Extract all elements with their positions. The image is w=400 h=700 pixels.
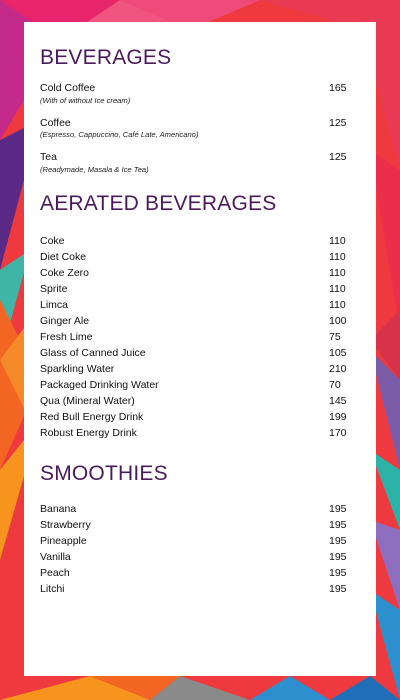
menu-item-name: Sparkling Water bbox=[40, 363, 115, 375]
menu-item-row: Qua (Mineral Water) 145 bbox=[24, 395, 376, 411]
menu-item-name: Glass of Canned Juice bbox=[40, 347, 146, 359]
menu-item-name: Coke Zero bbox=[40, 267, 90, 279]
menu-item-row: Limca 110 bbox=[24, 299, 376, 315]
menu-item-row: Banana 195 bbox=[24, 503, 376, 519]
menu-item-row: Sparkling Water 210 bbox=[24, 363, 376, 379]
menu-item-price: 210 bbox=[329, 363, 347, 375]
menu-item-name: Diet Coke bbox=[40, 251, 87, 263]
menu-item-name: Red Bull Energy Drink bbox=[40, 411, 144, 423]
menu-item-row: Fresh Lime 75 bbox=[24, 331, 376, 347]
menu-item-name: Vanilla bbox=[40, 551, 71, 563]
menu-item-price: 125 bbox=[329, 151, 347, 163]
menu-item-price: 110 bbox=[329, 283, 346, 295]
section-title-beverages: BEVERAGES bbox=[40, 46, 172, 69]
menu-item-name: Fresh Lime bbox=[40, 331, 93, 343]
menu-item-price: 70 bbox=[329, 379, 341, 391]
menu-item-name: Packaged Drinking Water bbox=[40, 379, 159, 391]
menu-item-name: Limca bbox=[40, 299, 69, 311]
menu-item-name: Coke bbox=[40, 235, 65, 247]
menu-item-row: Litchi 195 bbox=[24, 583, 376, 599]
menu-item-price: 195 bbox=[329, 535, 347, 547]
menu-item-name: Peach bbox=[40, 567, 70, 579]
menu-item-row: Coke 110 bbox=[24, 235, 376, 251]
menu-item-price: 145 bbox=[329, 395, 347, 407]
section-title-aerated-beverages: AERATED BEVERAGES bbox=[40, 192, 277, 215]
menu-item-price: 110 bbox=[329, 299, 346, 311]
menu-item-row: Coke Zero 110 bbox=[24, 267, 376, 283]
menu-item-row: Robust Energy Drink 170 bbox=[24, 427, 376, 443]
menu-item-price: 199 bbox=[329, 411, 347, 423]
menu-item-price: 105 bbox=[329, 347, 347, 359]
menu-item-row: Glass of Canned Juice 105 bbox=[24, 347, 376, 363]
menu-item-name: Qua (Mineral Water) bbox=[40, 395, 135, 407]
menu-item-row: Vanilla 195 bbox=[24, 551, 376, 567]
menu-item-price: 75 bbox=[329, 331, 341, 343]
menu-item-description: (With of without Ice cream) bbox=[40, 96, 131, 105]
menu-item-price: 100 bbox=[329, 315, 347, 327]
menu-item-price: 195 bbox=[329, 551, 347, 563]
menu-item-price: 165 bbox=[329, 82, 347, 94]
menu-item-row: Packaged Drinking Water 70 bbox=[24, 379, 376, 395]
menu-item-price: 110 bbox=[329, 267, 346, 279]
menu-item-description: (Espresso, Cappuccino, Café Late, Americ… bbox=[40, 130, 199, 139]
menu-item-name: Litchi bbox=[40, 583, 65, 595]
menu-item-name: Sprite bbox=[40, 283, 68, 295]
menu-item-price: 195 bbox=[329, 519, 347, 531]
menu-item-name: Cold Coffee bbox=[40, 82, 96, 94]
menu-item-name: Strawberry bbox=[40, 519, 91, 531]
menu-item-row: Pineapple 195 bbox=[24, 535, 376, 551]
menu-item-price: 170 bbox=[329, 427, 347, 439]
menu-item-price: 110 bbox=[329, 235, 346, 247]
menu-item-row: Strawberry 195 bbox=[24, 519, 376, 535]
menu-item-name: Tea bbox=[40, 151, 57, 163]
menu-item-price: 195 bbox=[329, 503, 347, 515]
menu-item-name: Pineapple bbox=[40, 535, 87, 547]
menu-item-name: Ginger Ale bbox=[40, 315, 90, 327]
menu-item-name: Coffee bbox=[40, 117, 71, 129]
menu-item-row: Ginger Ale 100 bbox=[24, 315, 376, 331]
section-title-smoothies: SMOOTHIES bbox=[40, 462, 168, 485]
menu-item-row: Sprite 110 bbox=[24, 283, 376, 299]
menu-item-name: Robust Energy Drink bbox=[40, 427, 137, 439]
menu-item-price: 195 bbox=[329, 567, 347, 579]
menu-item-price: 195 bbox=[329, 583, 347, 595]
menu-item-row: Red Bull Energy Drink 199 bbox=[24, 411, 376, 427]
menu-item-price: 125 bbox=[329, 117, 347, 129]
menu-item-price: 110 bbox=[329, 251, 346, 263]
menu-item-name: Banana bbox=[40, 503, 77, 515]
menu-item-row: Peach 195 bbox=[24, 567, 376, 583]
menu-card: BEVERAGES Cold Coffee 165 (With of witho… bbox=[24, 22, 376, 676]
menu-item-row: Diet Coke 110 bbox=[24, 251, 376, 267]
menu-item-description: (Readymade, Masala & Ice Tea) bbox=[40, 165, 149, 174]
